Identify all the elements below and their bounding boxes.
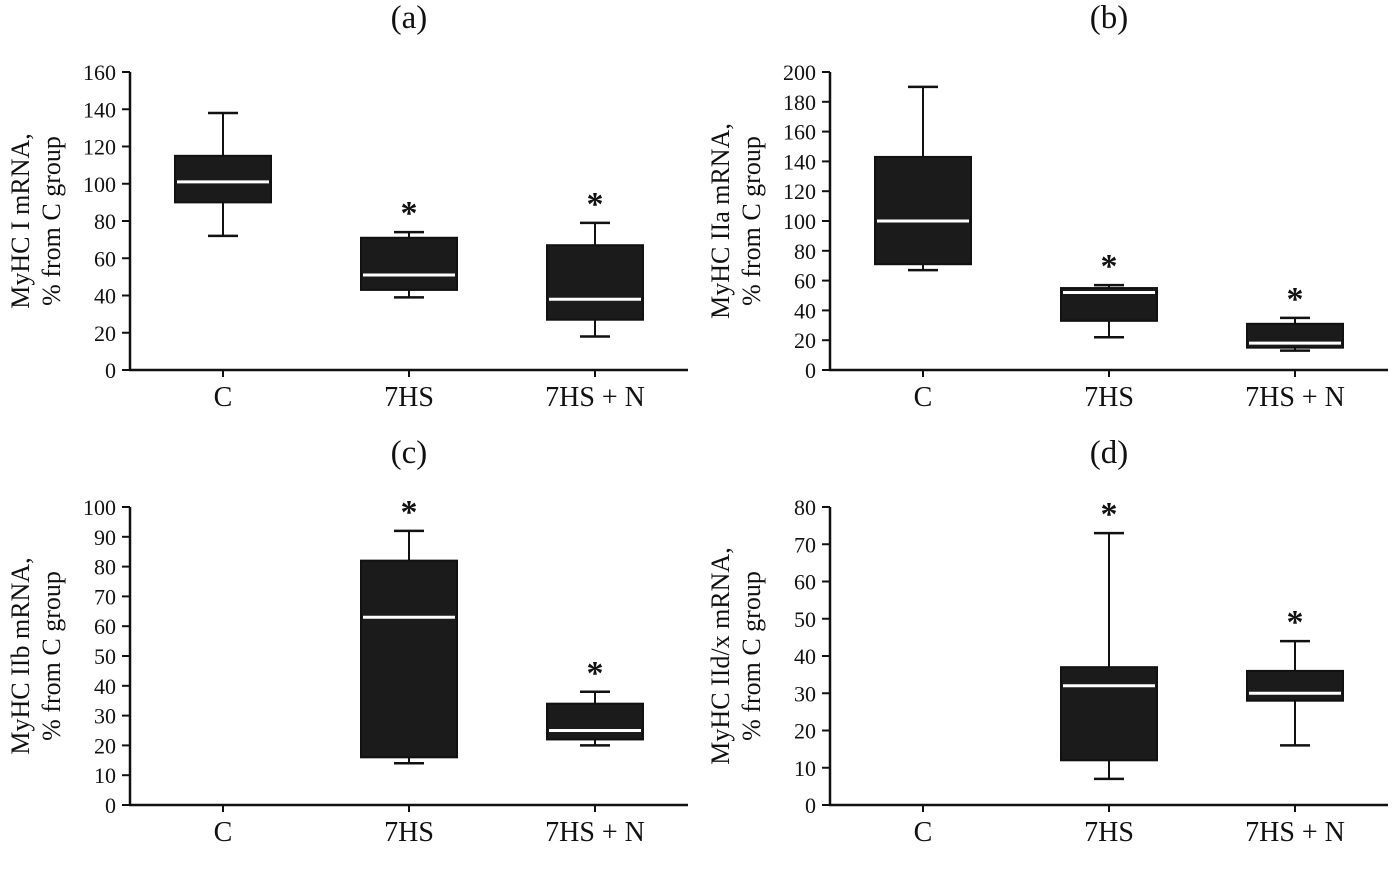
box-group: * xyxy=(360,494,458,765)
y-tick-label: 30 xyxy=(794,681,816,706)
box-group: * xyxy=(546,655,644,747)
box xyxy=(546,244,644,321)
boxplot-svg-c: * * 0 10 20 30 40 50 60 70 80 90 100 C 7HS 7HS + N xyxy=(83,494,688,848)
panel-title-c: (c) xyxy=(390,435,428,471)
box xyxy=(1246,669,1344,702)
y-tick-label: 10 xyxy=(794,756,816,781)
y-tick-label: 10 xyxy=(94,763,116,788)
y-tick-label: 80 xyxy=(794,239,816,264)
box-group xyxy=(174,111,272,238)
y-tick-label: 20 xyxy=(794,719,816,744)
x-category-label: 7HS + N xyxy=(1245,817,1345,848)
y-tick-label: 30 xyxy=(94,704,116,729)
boxplot-svg-a: * * 0 20 40 60 80 100 120 140 160 C 7HS 7HS + N xyxy=(83,60,688,413)
y-tick-label: 100 xyxy=(83,172,116,197)
y-tick-label: 160 xyxy=(83,60,116,85)
y-tick-label: 80 xyxy=(94,209,116,234)
y-tick-label: 0 xyxy=(805,358,816,383)
y-tick-label: 0 xyxy=(805,793,816,818)
significance-marker: * xyxy=(1287,281,1304,318)
box-group: * xyxy=(546,186,644,338)
panel-a: (a) MyHC I mRNA, % from C group * * 0 20 40 6… xyxy=(0,0,700,435)
box-group: * xyxy=(360,195,458,299)
significance-marker: * xyxy=(401,195,418,232)
x-category-label: C xyxy=(214,382,233,413)
x-category-label: 7HS xyxy=(1084,382,1134,413)
significance-marker: * xyxy=(1101,248,1118,285)
panel-c: (c) MyHC IIb mRNA, % from C group * * 0 10 2… xyxy=(0,435,700,870)
x-category-label: 7HS + N xyxy=(545,817,645,848)
y-tick-label: 100 xyxy=(83,495,116,520)
box xyxy=(874,155,972,266)
y-tick-label: 180 xyxy=(783,90,816,115)
significance-marker: * xyxy=(1287,604,1304,641)
y-tick-label: 40 xyxy=(794,644,816,669)
significance-marker: * xyxy=(401,494,418,531)
y-tick-label: 40 xyxy=(94,674,116,699)
y-tick-label: 20 xyxy=(794,328,816,353)
y-tick-label: 140 xyxy=(783,149,816,174)
y-tick-label: 0 xyxy=(105,793,116,818)
x-category-label: C xyxy=(214,817,233,848)
y-tick-label: 40 xyxy=(794,298,816,323)
y-tick-label: 80 xyxy=(794,495,816,520)
box-group: * xyxy=(1060,496,1158,781)
y-tick-label: 140 xyxy=(83,97,116,122)
y-tick-label: 50 xyxy=(794,607,816,632)
box xyxy=(360,559,458,759)
x-category-label: 7HS xyxy=(1084,817,1134,848)
significance-marker: * xyxy=(587,655,604,692)
x-category-label: 7HS xyxy=(384,382,434,413)
y-tick-label: 160 xyxy=(783,120,816,145)
y-tick-label: 40 xyxy=(94,284,116,309)
box-group xyxy=(874,85,972,272)
x-category-label: C xyxy=(914,382,933,413)
panel-title-d: (d) xyxy=(1089,435,1129,471)
panel-title-a: (a) xyxy=(390,0,428,36)
box xyxy=(360,236,458,291)
box-group: * xyxy=(1246,604,1344,747)
x-category-label: C xyxy=(914,817,933,848)
significance-marker: * xyxy=(1101,496,1118,533)
y-tick-label: 90 xyxy=(94,525,116,550)
y-tick-label: 200 xyxy=(783,60,816,85)
y-tick-label: 20 xyxy=(94,733,116,758)
x-category-label: 7HS + N xyxy=(545,382,645,413)
y-tick-label: 70 xyxy=(94,584,116,609)
y-tick-label: 100 xyxy=(783,209,816,234)
y-tick-label: 60 xyxy=(794,269,816,294)
y-tick-label: 20 xyxy=(94,321,116,346)
x-category-label: 7HS + N xyxy=(1245,382,1345,413)
y-tick-label: 60 xyxy=(94,614,116,639)
box-group: * xyxy=(1060,248,1158,339)
y-tick-label: 80 xyxy=(94,555,116,580)
boxplot-svg-b: * * 0 20 40 60 80 100 120 140 160 180 200 C 7HS 7HS + N xyxy=(783,60,1388,413)
boxplot-svg-d: * * 0 10 20 30 40 50 60 70 80 C 7HS 7HS + N xyxy=(794,495,1388,848)
panel-d: (d) MyHC IId/x mRNA, % from C group * * 0 1… xyxy=(700,435,1400,870)
panel-b: (b) MyHC IIa mRNA, % from C group * * 0 20 4… xyxy=(700,0,1400,435)
significance-marker: * xyxy=(587,186,604,223)
box-group: * xyxy=(1246,281,1344,352)
box xyxy=(546,702,644,741)
y-tick-label: 60 xyxy=(94,246,116,271)
box xyxy=(174,154,272,204)
y-tick-label: 120 xyxy=(83,135,116,160)
y-tick-label: 60 xyxy=(794,570,816,595)
y-tick-label: 0 xyxy=(105,358,116,383)
panel-title-b: (b) xyxy=(1089,0,1129,36)
y-tick-label: 50 xyxy=(94,644,116,669)
y-tick-label: 70 xyxy=(794,532,816,557)
x-category-label: 7HS xyxy=(384,817,434,848)
y-tick-label: 120 xyxy=(783,179,816,204)
box xyxy=(1060,666,1158,762)
